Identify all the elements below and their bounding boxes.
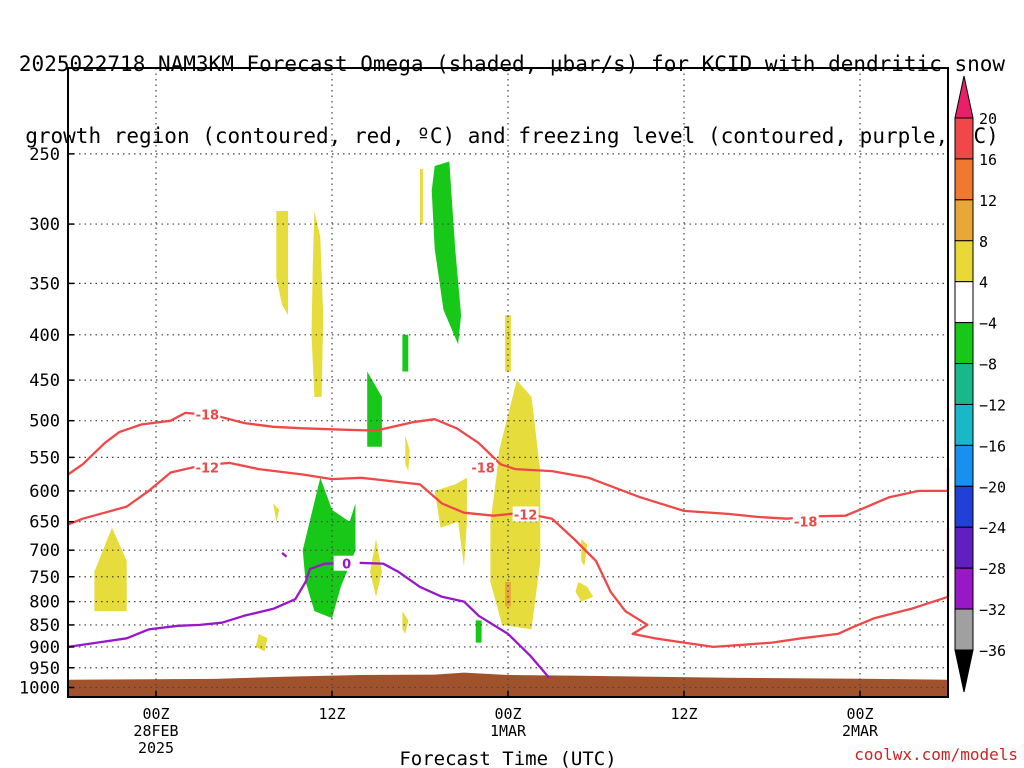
colorbar-segment <box>954 322 974 365</box>
y-tick-label: 500 <box>29 412 60 432</box>
y-tick-label: 650 <box>29 513 60 533</box>
y-tick-label: 900 <box>29 638 60 658</box>
omega-region <box>370 539 382 597</box>
omega-region <box>505 581 511 607</box>
colorbar-segment <box>954 567 974 610</box>
freezing-level-line <box>67 561 550 679</box>
x-tick-label: 1MAR <box>490 722 527 740</box>
contour-label-bg <box>194 459 221 475</box>
chart-title: 2025022718 NAM3KM Forecast Omega (shaded… <box>0 4 1024 172</box>
colorbar-label: −8 <box>979 356 997 374</box>
omega-shading-layer <box>94 161 594 652</box>
colorbar-segment <box>954 363 974 405</box>
contour-label: -18 <box>794 516 818 531</box>
omega-region <box>255 633 268 652</box>
freezing-level-line <box>281 552 288 558</box>
colorbar-label: 16 <box>979 151 997 169</box>
colorbar-label: −28 <box>979 560 1006 578</box>
y-tick-label: 850 <box>29 616 60 636</box>
x-tick-label: 28FEB <box>133 722 178 740</box>
x-axis-label: Forecast Time (UTC) <box>399 748 616 768</box>
colorbar-label: −4 <box>979 315 997 333</box>
title-line-2: growth region (contoured, red, ºC) and f… <box>25 124 999 148</box>
colorbar-segment <box>954 117 974 160</box>
y-tick-label: 350 <box>29 274 60 294</box>
contour-label-bg <box>512 506 539 522</box>
y-tick-label: 1000 <box>19 678 60 698</box>
colorbar-segment <box>954 403 974 446</box>
colorbar-label: −16 <box>979 437 1006 455</box>
colorbar-segment <box>954 199 974 242</box>
omega-region <box>302 477 356 619</box>
omega-region <box>420 169 423 225</box>
omega-region <box>402 334 409 372</box>
y-tick-label: 550 <box>29 448 60 468</box>
omega-region <box>94 527 127 612</box>
omega-region <box>273 503 280 522</box>
y-tick-label: 800 <box>29 593 60 613</box>
contour-layer: -18 -12 0 -18 -18 -12 <box>67 406 950 679</box>
omega-region <box>575 581 594 602</box>
colorbar-label: −24 <box>979 519 1006 537</box>
colorbar-label: 8 <box>979 233 988 251</box>
colorbar-segment <box>954 281 974 324</box>
x-tick-label: 12Z <box>670 705 697 723</box>
colorbar-label: 12 <box>979 192 997 210</box>
colorbar-label: 20 <box>979 110 997 128</box>
omega-region <box>434 477 467 567</box>
omega-region <box>490 380 541 630</box>
colorbar-segment <box>954 444 974 487</box>
x-tick-label: 00Z <box>142 705 169 723</box>
omega-region <box>311 211 324 397</box>
y-tick-label: 250 <box>29 145 60 165</box>
y-tick-label: 750 <box>29 568 60 588</box>
x-tick-label: 00Z <box>494 705 521 723</box>
y-tick-label: 950 <box>29 659 60 679</box>
contour-label-bg <box>792 513 819 529</box>
x-tick-label: 2MAR <box>842 722 879 740</box>
colorbar-segment <box>954 158 974 201</box>
y-tick-label: 600 <box>29 482 60 502</box>
contour-label: -12 <box>514 509 538 524</box>
contour-label: -18 <box>471 462 495 477</box>
omega-region <box>475 620 482 643</box>
site-credit: coolwx.com/models <box>854 745 1018 764</box>
contour-label-bg <box>194 406 221 422</box>
colorbar-top-arrow <box>954 75 974 119</box>
colorbar-segment <box>954 608 974 651</box>
title-line-1: 2025022718 NAM3KM Forecast Omega (shaded… <box>18 52 1006 76</box>
colorbar-label: −36 <box>979 642 1006 660</box>
y-tick-label: 400 <box>29 326 60 346</box>
colorbar-label: −12 <box>979 396 1006 414</box>
omega-region <box>367 371 382 447</box>
colorbar-segment <box>954 526 974 569</box>
colorbar-label: −20 <box>979 478 1006 496</box>
contour-label: -18 <box>196 408 220 423</box>
colorbar-segment <box>954 485 974 528</box>
contour-label: 0 <box>342 558 351 573</box>
colorbar-label: 4 <box>979 274 988 292</box>
x-tick-label: 2025 <box>138 739 174 757</box>
x-tick-label: 00Z <box>846 705 873 723</box>
colorbar: 20 16 12 8 4 −4 −8 −12 −16 −20 −24 −28 −32 −36 <box>954 75 1006 693</box>
omega-region <box>276 211 288 316</box>
omega-region <box>402 611 409 634</box>
dgz-contour-line <box>67 411 950 520</box>
colorbar-bottom-arrow <box>954 649 974 693</box>
colorbar-label: −32 <box>979 601 1006 619</box>
grid-layer <box>68 68 948 697</box>
y-tick-label: 300 <box>29 215 60 235</box>
contour-label: -12 <box>196 462 220 477</box>
y-tick-label: 700 <box>29 541 60 561</box>
colorbar-segment <box>954 240 974 283</box>
contour-label-bg <box>333 555 360 571</box>
x-tick-label: 12Z <box>318 705 345 723</box>
omega-region <box>431 161 462 345</box>
omega-region <box>405 435 410 472</box>
omega-region <box>581 539 588 567</box>
axes-layer: 2503003504004505005506006507007508008509… <box>19 67 949 768</box>
contour-label-bg <box>470 459 497 475</box>
y-tick-label: 450 <box>29 371 60 391</box>
